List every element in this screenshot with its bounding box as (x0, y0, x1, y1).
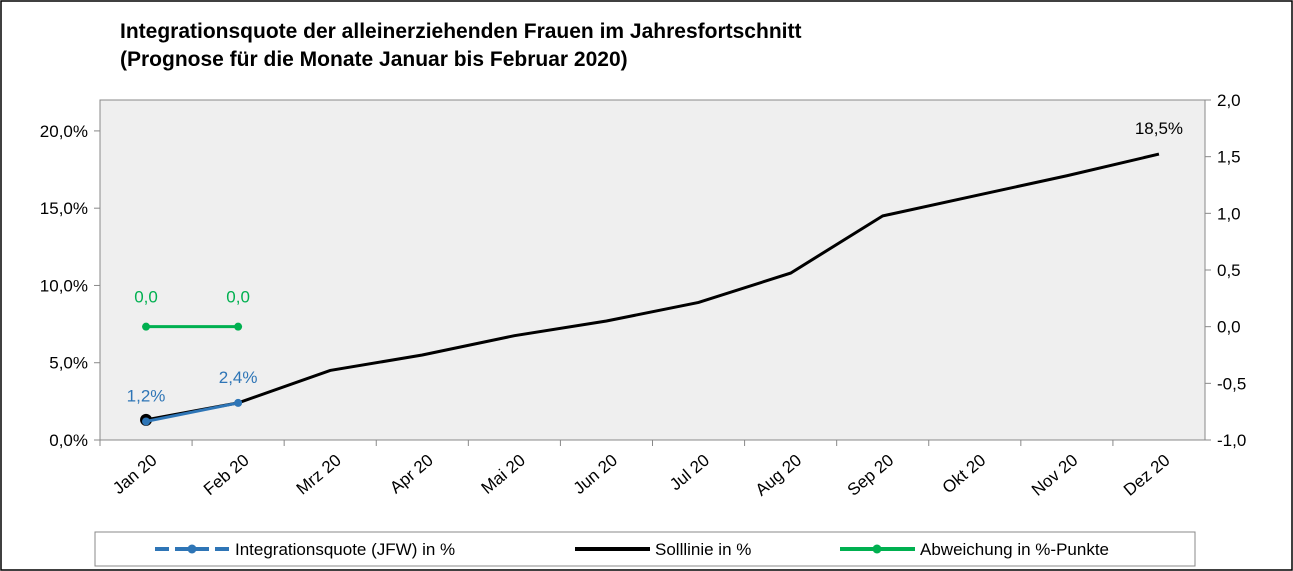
legend-marker (872, 544, 882, 554)
point (234, 398, 243, 407)
legend-label: Abweichung in %-Punkte (920, 540, 1109, 559)
point (142, 322, 151, 331)
y2-tick-label: -1,0 (1217, 431, 1246, 450)
y-tick-label: 0,0% (49, 431, 88, 450)
chart-subtitle: (Prognose für die Monate Januar bis Febr… (120, 48, 628, 71)
value-label: 1,2% (127, 386, 166, 405)
y-tick-label: 15,0% (40, 199, 88, 218)
value-label: 18,5% (1135, 119, 1183, 138)
y2-tick-label: -0,5 (1217, 374, 1246, 393)
point (234, 322, 243, 331)
y2-tick-label: 1,0 (1217, 204, 1241, 223)
chart-title: Integrationsquote der alleinerziehenden … (120, 20, 801, 43)
legend-label: Solllinie in % (655, 540, 751, 559)
y2-tick-label: 0,5 (1217, 261, 1241, 280)
value-label: 0,0 (134, 288, 158, 307)
plot-area (99, 99, 1206, 441)
y-tick-label: 10,0% (40, 276, 88, 295)
y2-tick-label: 0,0 (1217, 318, 1241, 337)
legend-label: Integrationsquote (JFW) in % (235, 540, 455, 559)
series-line (145, 152, 1160, 422)
legend-marker (187, 544, 197, 554)
y2-tick-label: 2,0 (1217, 91, 1241, 110)
series-line (145, 401, 239, 423)
value-label: 0,0 (226, 288, 250, 307)
value-label: 2,4% (219, 368, 258, 387)
y2-tick-label: 1,5 (1217, 148, 1241, 167)
y-tick-label: 5,0% (49, 354, 88, 373)
y-tick-label: 20,0% (40, 122, 88, 141)
point (142, 417, 151, 426)
